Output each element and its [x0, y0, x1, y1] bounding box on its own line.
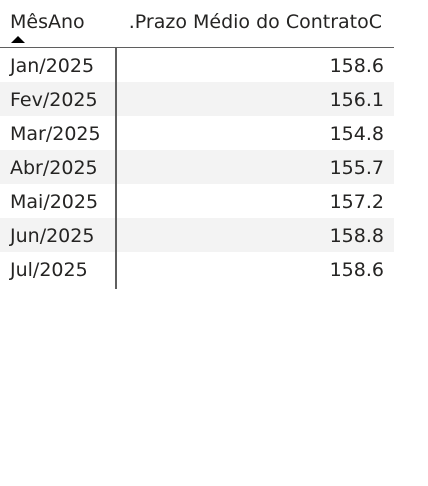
value-cell: 158.6 [329, 259, 384, 281]
column-header-prazo-medio[interactable]: .Prazo Médio do ContratoC [128, 11, 382, 33]
month-cell: Jul/2025 [10, 259, 88, 281]
month-cell: Mai/2025 [10, 191, 99, 213]
table-row[interactable]: Abr/2025 155.7 [0, 150, 394, 184]
table-row[interactable]: Jul/2025 158.6 [0, 252, 394, 286]
month-cell: Jun/2025 [10, 225, 95, 247]
table-row[interactable]: Jun/2025 158.8 [0, 218, 394, 252]
column-header-mesano[interactable]: MêsAno [10, 11, 85, 33]
month-cell: Abr/2025 [10, 157, 98, 179]
table-row[interactable]: Mar/2025 154.8 [0, 116, 394, 150]
month-cell: Mar/2025 [10, 123, 101, 145]
month-cell: Jan/2025 [10, 55, 95, 77]
value-cell: 158.8 [329, 225, 384, 247]
table-header: MêsAno .Prazo Médio do ContratoC [0, 0, 394, 48]
data-table: MêsAno .Prazo Médio do ContratoC Jan/202… [0, 0, 394, 289]
value-cell: 157.2 [329, 191, 384, 213]
value-cell: 158.6 [329, 55, 384, 77]
table-row[interactable]: Mai/2025 157.2 [0, 184, 394, 218]
table-row[interactable]: Fev/2025 156.1 [0, 82, 394, 116]
month-cell: Fev/2025 [10, 89, 98, 111]
table-row[interactable]: Jan/2025 158.6 [0, 48, 394, 82]
column-divider [115, 48, 117, 289]
value-cell: 156.1 [329, 89, 384, 111]
sort-ascending-icon[interactable] [11, 36, 25, 43]
value-cell: 155.7 [329, 157, 384, 179]
table-body: Jan/2025 158.6 Fev/2025 156.1 Mar/2025 1… [0, 48, 394, 286]
value-cell: 154.8 [329, 123, 384, 145]
